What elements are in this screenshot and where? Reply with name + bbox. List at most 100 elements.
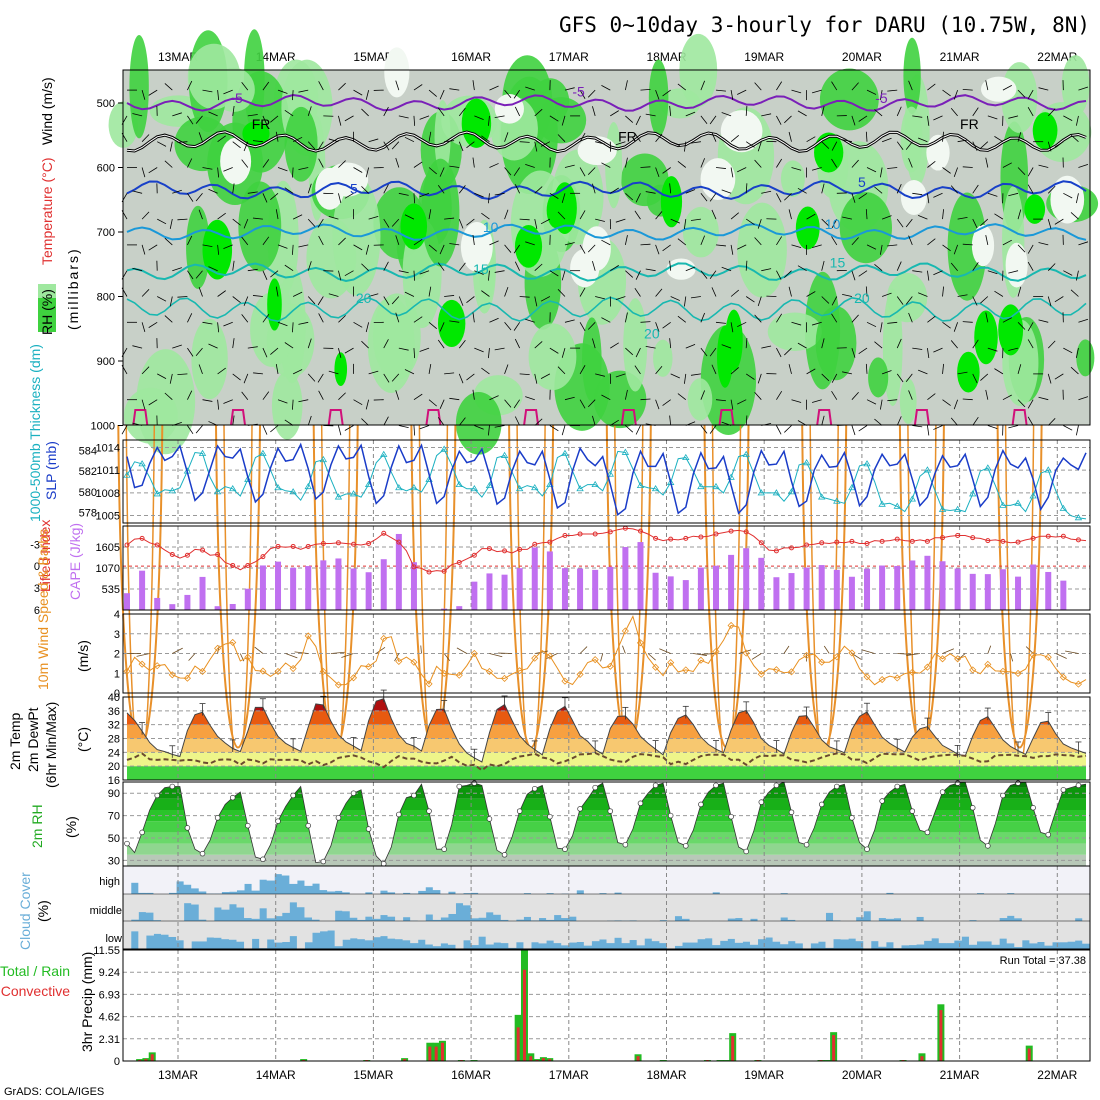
surface-wind-barb bbox=[579, 646, 588, 654]
rh-shade-bright bbox=[334, 352, 348, 387]
date-label-bottom: 20MAR bbox=[842, 1068, 882, 1082]
wind-barb bbox=[987, 347, 998, 352]
wind-barb bbox=[905, 373, 913, 383]
li-point bbox=[909, 538, 915, 544]
wind-barb bbox=[677, 238, 687, 246]
rh-shade bbox=[947, 192, 987, 301]
thickness-point bbox=[319, 455, 328, 463]
wind-barb bbox=[252, 372, 263, 375]
wind-barb bbox=[148, 167, 158, 174]
wind-barb bbox=[908, 80, 913, 91]
contour-label: -5 bbox=[572, 84, 585, 100]
cape-bar bbox=[214, 606, 221, 610]
wind-barb bbox=[821, 296, 830, 304]
wind-barb bbox=[985, 312, 989, 323]
wind-barb bbox=[361, 418, 369, 426]
dewpoint-line bbox=[126, 751, 1087, 772]
date-label-bottom: 15MAR bbox=[353, 1068, 393, 1082]
thickness-point bbox=[198, 449, 207, 456]
wind-barb bbox=[865, 286, 868, 297]
cloud-clear-segment bbox=[787, 921, 796, 942]
cloud-clear-segment bbox=[312, 921, 321, 933]
rh-point bbox=[1030, 805, 1036, 811]
cloud-clear-segment bbox=[644, 894, 653, 921]
cape-tick-label: 1070 bbox=[96, 563, 120, 575]
thickness-point bbox=[153, 490, 161, 497]
thickness-point bbox=[682, 453, 690, 461]
precip-conv-bar bbox=[144, 1059, 148, 1061]
wind-barb bbox=[1008, 192, 1019, 197]
cloud-clear-segment bbox=[440, 894, 449, 918]
wind-barb bbox=[353, 167, 363, 173]
rh-point bbox=[698, 801, 704, 808]
wind-barb bbox=[788, 209, 792, 220]
pressure-tick-label: 1000 bbox=[91, 421, 115, 433]
wind-barb bbox=[918, 292, 928, 297]
wind-speed-point bbox=[153, 662, 161, 670]
wind-barb bbox=[534, 141, 538, 152]
wind-barb bbox=[685, 111, 696, 117]
wind-barb bbox=[307, 141, 316, 150]
hot-contour bbox=[718, 409, 735, 426]
rh-shade bbox=[682, 206, 719, 258]
rh-point bbox=[803, 841, 810, 848]
cloud-clear-segment bbox=[508, 894, 517, 921]
cloud-clear-segment bbox=[160, 921, 170, 935]
wind-barb bbox=[610, 187, 619, 194]
wind-barb bbox=[669, 338, 672, 349]
wind-barb bbox=[419, 115, 430, 120]
cloud-clear-segment bbox=[266, 921, 275, 940]
wind-barb bbox=[1027, 89, 1034, 99]
wind-barb bbox=[624, 235, 628, 245]
cloud-clear-segment bbox=[160, 866, 170, 894]
li-point bbox=[637, 528, 643, 534]
wind-barb bbox=[624, 312, 628, 323]
cloud-clear-segment bbox=[493, 866, 502, 894]
cloud-clear-segment bbox=[976, 921, 985, 942]
wind-speed-point bbox=[954, 655, 962, 663]
cape-tick-label: 1605 bbox=[96, 542, 120, 554]
wind-barb bbox=[307, 261, 312, 271]
rh-point bbox=[577, 806, 583, 812]
thickness-point bbox=[244, 475, 252, 482]
wind-barb bbox=[879, 244, 883, 255]
wind-barb bbox=[683, 296, 687, 307]
wind-speed-point bbox=[168, 671, 176, 679]
wind-barb bbox=[745, 338, 748, 349]
wind-barb bbox=[198, 286, 203, 297]
wind-barb bbox=[866, 321, 877, 328]
wind-barb bbox=[985, 235, 989, 245]
rh-point bbox=[275, 818, 281, 824]
rh-point bbox=[516, 808, 523, 814]
wind-barb bbox=[298, 89, 309, 93]
wind-barb bbox=[202, 321, 213, 325]
wind-speed-point bbox=[667, 659, 675, 667]
wind-barb bbox=[169, 141, 173, 152]
wind-barb bbox=[413, 161, 423, 168]
cloud-clear-segment bbox=[1067, 921, 1076, 942]
wind-barb bbox=[1017, 167, 1026, 175]
wind-barb bbox=[784, 193, 792, 201]
wind-barb bbox=[561, 193, 566, 204]
wind-barb bbox=[1038, 319, 1049, 323]
cape-bar bbox=[954, 568, 961, 610]
cloud-clear-segment bbox=[742, 866, 751, 894]
cloud-clear-segment bbox=[787, 894, 796, 920]
cloud-clear-segment bbox=[606, 921, 615, 944]
wind-barb bbox=[579, 365, 586, 375]
wind-barb bbox=[514, 106, 521, 117]
wind-barb bbox=[338, 160, 346, 168]
wind-barb bbox=[797, 342, 807, 349]
cloud-clear-segment bbox=[583, 921, 592, 946]
wind-barb bbox=[489, 395, 499, 401]
wind-barb bbox=[557, 366, 566, 375]
rh-shade-dry bbox=[384, 47, 410, 98]
wind-speed-point bbox=[334, 681, 342, 689]
rh-point bbox=[592, 784, 598, 791]
cloud-clear-segment bbox=[787, 866, 796, 894]
wind-barb bbox=[985, 80, 989, 91]
temp-tick-label: 24 bbox=[108, 747, 120, 759]
wind-barb bbox=[419, 192, 430, 198]
